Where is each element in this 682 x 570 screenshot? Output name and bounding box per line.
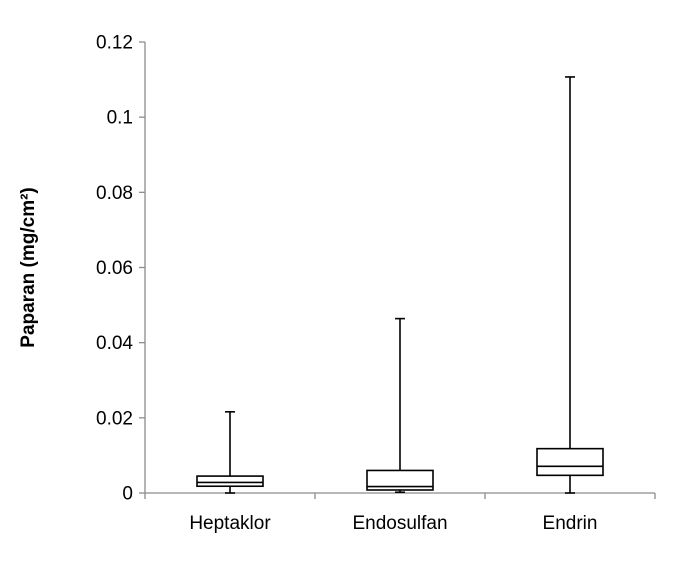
box-group-endosulfan	[366, 317, 434, 494]
y-tick-label: 0.06	[96, 258, 133, 279]
y-tick-label: 0.1	[107, 108, 133, 129]
x-category-label: Endrin	[543, 513, 598, 534]
iqr-box	[366, 469, 434, 491]
iqr-box	[536, 447, 604, 477]
y-axis-title: Paparan (mg/cm²)	[18, 187, 39, 347]
plot-area	[196, 76, 604, 494]
y-axis: 0 0.02 0.04 0.06 0.08 0.1 0.12	[96, 33, 146, 505]
x-axis: Heptaklor Endosulfan Endrin	[144, 492, 656, 534]
y-tick-label: 0.08	[96, 183, 133, 204]
y-tick-label: 0	[122, 484, 133, 505]
iqr-box	[196, 475, 264, 488]
box-group-heptaklor	[196, 411, 264, 494]
box-group-endrin	[536, 76, 604, 494]
x-category-label: Endosulfan	[352, 513, 447, 534]
y-tick-label: 0.02	[96, 408, 133, 429]
y-tick-label: 0.04	[96, 333, 133, 354]
x-category-label: Heptaklor	[189, 513, 271, 534]
y-tick-label: 0.12	[96, 33, 133, 54]
